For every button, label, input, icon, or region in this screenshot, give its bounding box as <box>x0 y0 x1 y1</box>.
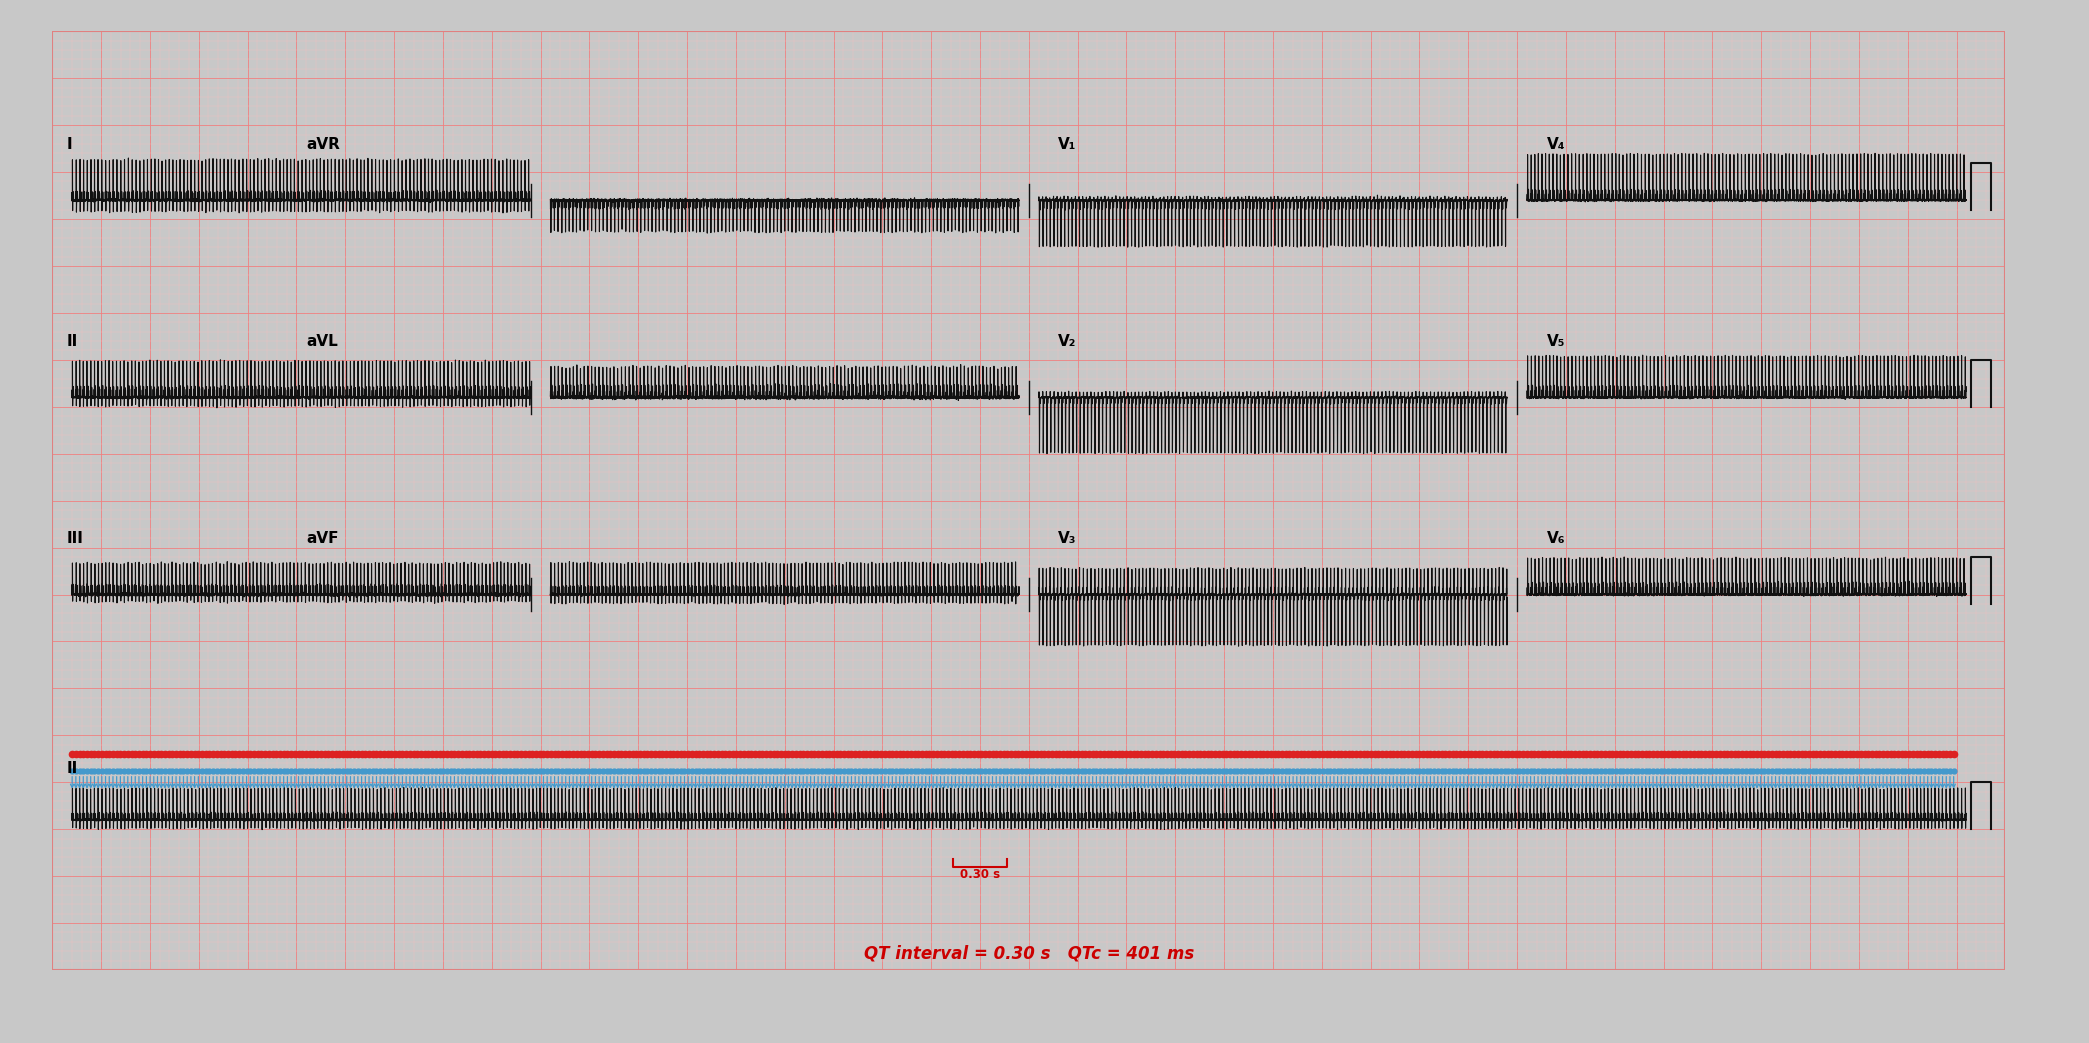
Text: I: I <box>67 137 73 151</box>
Text: V₄: V₄ <box>1546 137 1565 151</box>
Text: 0.30 s: 0.30 s <box>961 868 1001 881</box>
Text: aVR: aVR <box>307 137 341 151</box>
Text: V₅: V₅ <box>1546 334 1565 348</box>
Text: V₁: V₁ <box>1059 137 1076 151</box>
Text: II: II <box>67 760 77 776</box>
Text: III: III <box>67 531 84 545</box>
Text: II: II <box>67 334 77 348</box>
Text: aVL: aVL <box>307 334 338 348</box>
Text: V₆: V₆ <box>1546 531 1565 545</box>
Text: V₂: V₂ <box>1059 334 1076 348</box>
Text: aVF: aVF <box>307 531 338 545</box>
Text: V₃: V₃ <box>1059 531 1076 545</box>
Text: QT interval = 0.30 s   QTc = 401 ms: QT interval = 0.30 s QTc = 401 ms <box>863 945 1195 963</box>
